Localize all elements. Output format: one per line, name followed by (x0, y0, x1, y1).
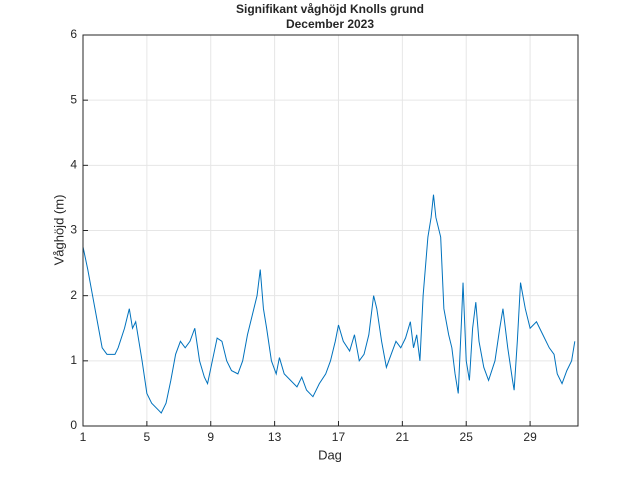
x-tick-label: 25 (460, 430, 474, 444)
y-axis-label: Våghöjd (m) (51, 195, 66, 266)
x-tick-label: 17 (332, 430, 346, 444)
y-tick-label: 5 (70, 92, 77, 106)
data-line (82, 194, 576, 414)
y-tick-label: 0 (70, 418, 77, 432)
x-tick-label: 1 (80, 430, 87, 444)
chart-subtitle: December 2023 (286, 17, 374, 31)
x-tick-label: 5 (144, 430, 151, 444)
y-tick-label: 2 (70, 288, 77, 302)
x-tick-label: 9 (207, 430, 214, 444)
y-tick-label: 1 (70, 353, 77, 367)
x-tick-label: 29 (523, 430, 537, 444)
chart-title: Signifikant våghöjd Knolls grund (236, 2, 424, 16)
x-axis-label: Dag (318, 447, 342, 462)
y-tick-label: 4 (70, 158, 77, 172)
y-tick-label: 6 (70, 27, 77, 41)
x-tick-label: 21 (396, 430, 410, 444)
plot-frame (82, 34, 579, 427)
x-tick-label: 13 (268, 430, 282, 444)
y-tick-label: 3 (70, 223, 77, 237)
